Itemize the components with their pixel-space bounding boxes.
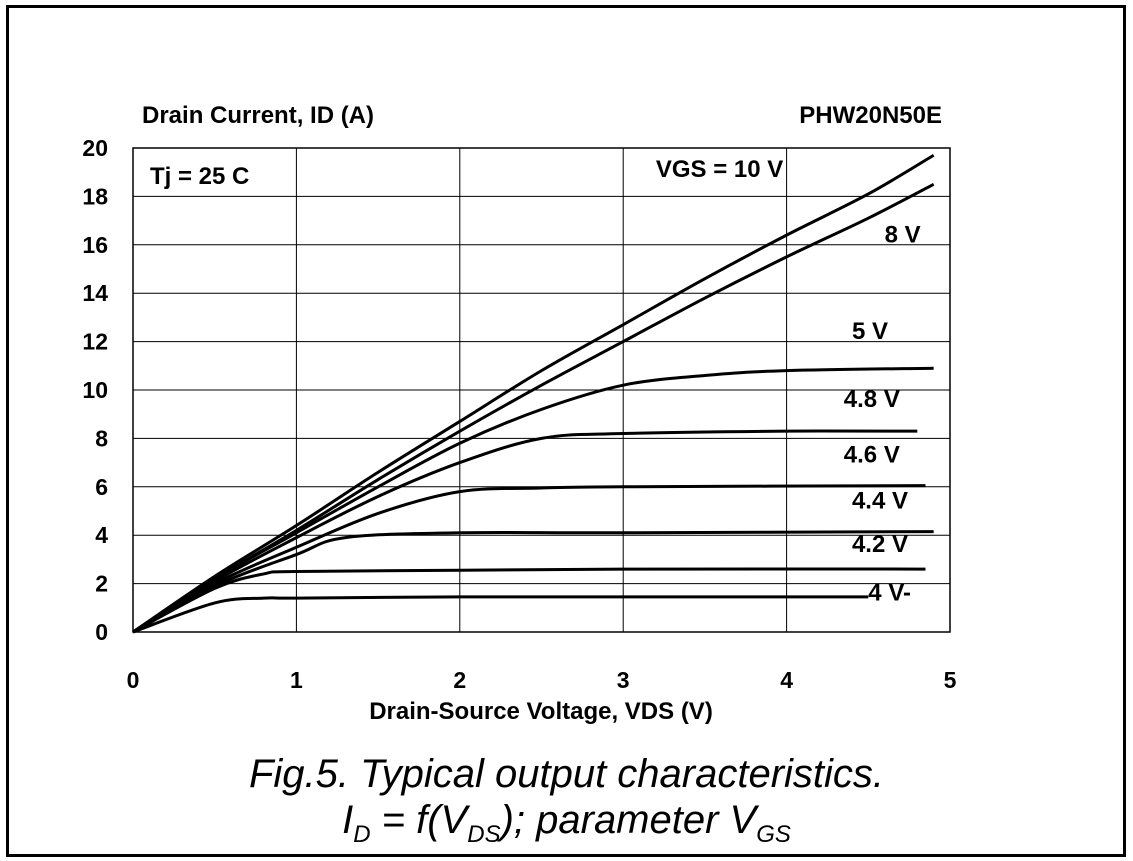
curve-label: 5 V: [852, 318, 888, 345]
y-tick-label: 4: [95, 522, 108, 548]
y-tick-label: 14: [82, 280, 108, 306]
curve-labels: VGS = 10 V 8 V 5 V 4.8 V 4.6 V 4.4 V 4.2 V 4 V-: [656, 156, 921, 607]
curves: [132, 153, 935, 634]
curve-label: 4.2 V: [852, 531, 908, 558]
y-axis-label: Drain Current, ID (A): [142, 102, 374, 129]
curve-label: 4.6 V: [844, 442, 900, 469]
y-tick-label: 8: [95, 425, 108, 451]
caption-part: = f(V: [370, 798, 468, 842]
x-axis-label: Drain-Source Voltage, VDS (V): [369, 698, 713, 725]
curve-4.4-v: [132, 530, 934, 634]
y-tick-label: 12: [82, 329, 108, 355]
x-tick-label: 0: [127, 667, 140, 693]
y-tick-label: 0: [95, 619, 108, 645]
curve-label: 4 V-: [868, 580, 911, 607]
curve-label: VGS = 10 V: [656, 156, 783, 183]
x-tick-label: 3: [617, 667, 630, 693]
curve-5-v: [132, 366, 934, 634]
y-tick-label: 16: [82, 232, 108, 258]
caption-sub: GS: [756, 821, 791, 848]
figure-frame: [6, 5, 1126, 857]
y-tick-label: 2: [95, 571, 108, 597]
curve-label: 8 V: [885, 221, 921, 248]
y-tick-label: 20: [82, 135, 108, 161]
caption-part: I: [342, 798, 354, 842]
caption-sub: DS: [467, 821, 501, 848]
caption-sub: D: [353, 821, 371, 848]
chart-title: PHW20N50E: [799, 102, 942, 129]
curve-label: 4.4 V: [852, 488, 908, 515]
temperature-annotation: Tj = 25 C: [150, 163, 249, 190]
curve-4.8-v: [132, 429, 918, 634]
curve-vgs-10-v: [132, 153, 935, 634]
y-tick-label: 18: [82, 183, 108, 209]
y-tick-label: 6: [95, 474, 108, 500]
curve-4-v: [132, 595, 869, 634]
caption-line-2: ID = f(VDS); parameter VGS: [0, 798, 1133, 849]
y-tick-label: 10: [82, 377, 108, 403]
x-tick-label: 2: [453, 667, 466, 693]
x-tick-label: 1: [290, 667, 303, 693]
x-tick-label: 5: [944, 667, 957, 693]
caption-line-1: Fig.5. Typical output characteristics.: [248, 752, 885, 796]
curve-4.2-v: [132, 567, 926, 634]
caption-part: ); parameter V: [500, 798, 757, 842]
x-tick-label: 4: [780, 667, 793, 693]
curve-4.6-v: [132, 484, 926, 634]
curve-label: 4.8 V: [844, 386, 900, 413]
